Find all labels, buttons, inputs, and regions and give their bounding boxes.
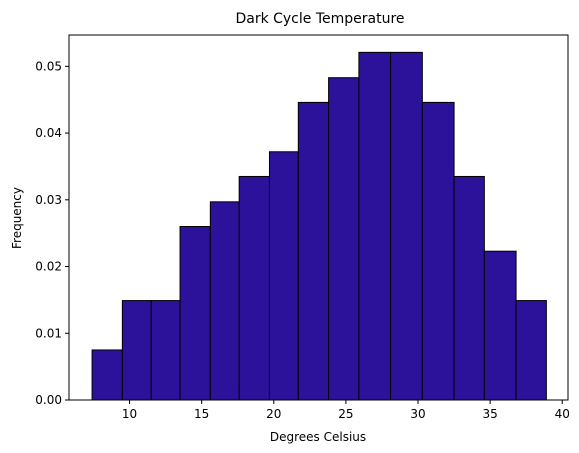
histogram-bar-15 [515,300,547,401]
histogram-bar-13 [453,175,485,401]
y-axis-label: Frequency [10,187,24,249]
histogram-bar-12 [421,101,455,401]
histogram-bar-14 [483,250,517,401]
x-tick-label: 10 [122,407,137,421]
bars-group [91,51,547,401]
histogram-bar-10 [358,51,392,401]
y-tick-label: 0.04 [35,126,62,140]
histogram-bar-9 [328,77,360,401]
histogram-bar-1 [91,349,123,401]
x-tick-label: 30 [410,407,425,421]
histogram-bar-11 [390,51,423,401]
x-axis-ticks: 10 15 20 25 30 35 40 [122,400,570,421]
histogram-bar-3 [150,300,181,401]
y-tick-label: 0.00 [35,393,62,407]
histogram-bar-8 [297,101,330,401]
x-tick-label: 15 [194,407,209,421]
y-tick-label: 0.03 [35,193,62,207]
histogram-bar-6 [238,175,270,401]
x-tick-label: 25 [338,407,353,421]
x-tick-label: 35 [482,407,497,421]
y-axis-ticks: 0.00 0.01 0.02 0.03 0.04 0.05 [35,59,69,407]
y-tick-label: 0.02 [35,260,62,274]
histogram-bar-7 [268,151,299,401]
x-tick-label: 20 [266,407,281,421]
plot-frame [68,34,569,401]
histogram-bar-4 [179,226,211,401]
y-tick-label: 0.05 [35,59,62,73]
histogram-bar-5 [209,201,240,401]
x-axis-label: Degrees Celsius [270,430,366,444]
histogram-bar-2 [121,300,152,401]
y-tick-label: 0.01 [35,326,62,340]
x-tick-label: 40 [555,407,570,421]
chart-title: Dark Cycle Temperature [235,11,404,27]
